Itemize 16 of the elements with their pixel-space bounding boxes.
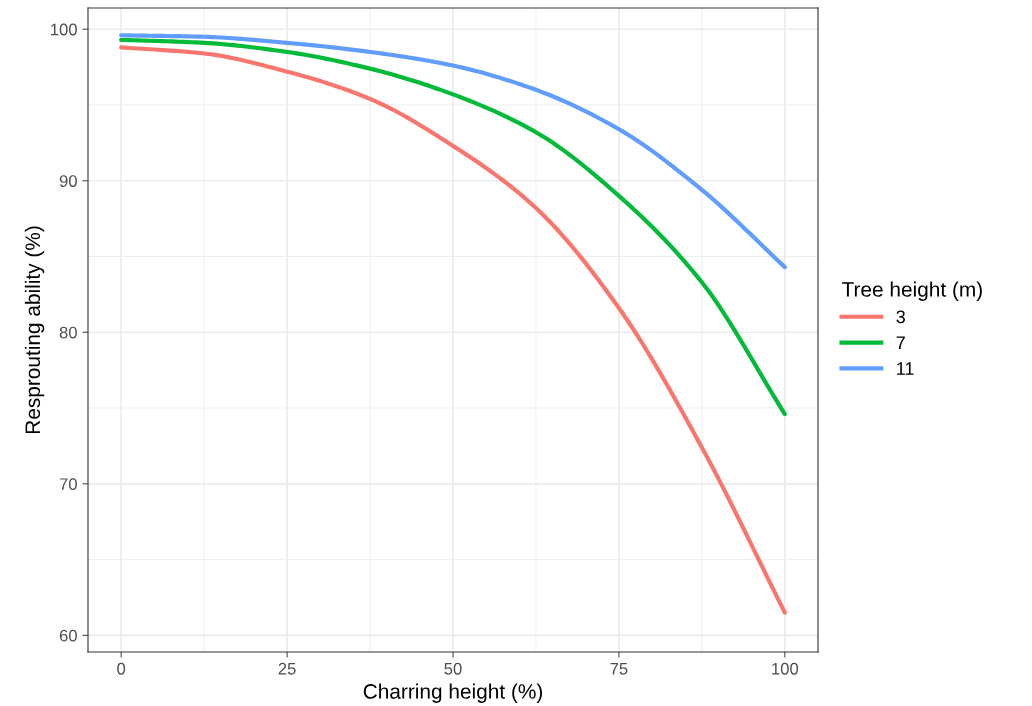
y-axis-title: Resprouting ability (%)	[24, 226, 45, 434]
y-tick-label: 90	[59, 175, 77, 187]
x-tick-label: 25	[278, 662, 296, 675]
x-tick-label: 75	[610, 663, 628, 675]
x-tick-label: 50	[444, 662, 462, 675]
x-axis-title: Charring height (%)	[363, 683, 543, 703]
y-tick-label: 60	[59, 629, 77, 642]
y-tick-label: 70	[59, 478, 77, 491]
x-tick-label: 100	[772, 662, 799, 675]
legend-title: Tree height (m)	[842, 281, 982, 301]
y-tick-label: 100	[51, 23, 77, 36]
legend-label: 7	[896, 336, 905, 349]
legend-label: 3	[896, 310, 905, 324]
x-tick-label: 0	[117, 662, 126, 675]
y-tick-label: 80	[59, 326, 77, 339]
legend-label: 11	[897, 362, 914, 375]
